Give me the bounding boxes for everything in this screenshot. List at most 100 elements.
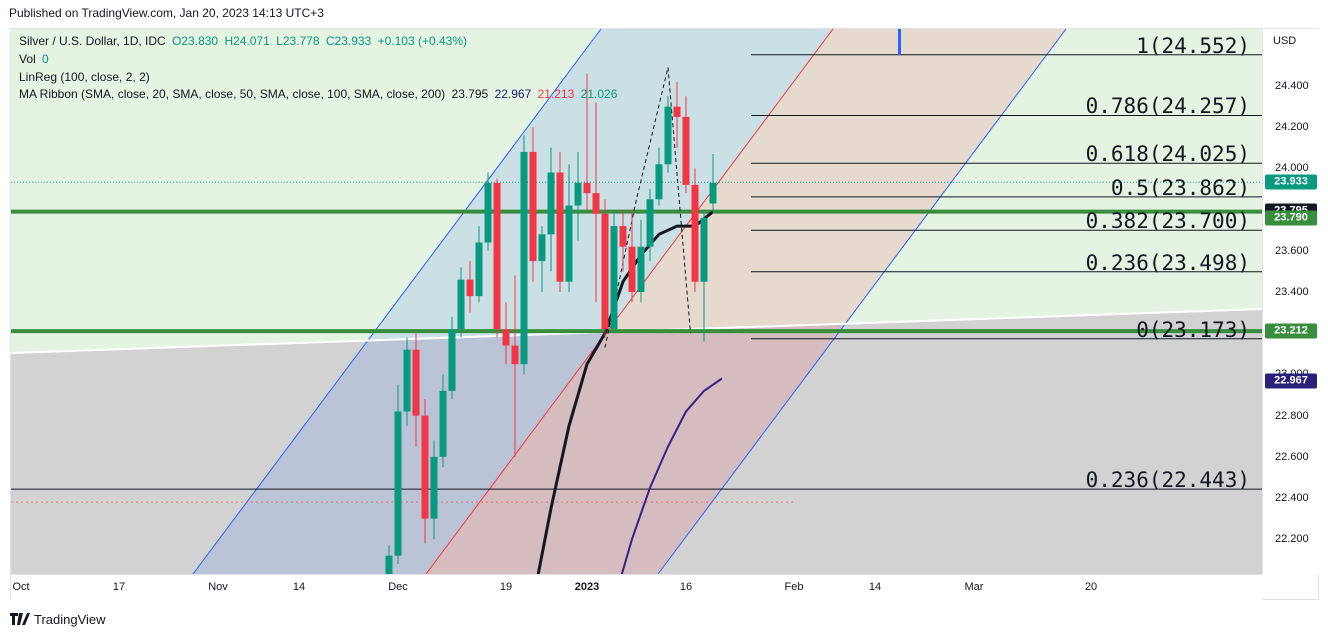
candle-body-19: [556, 172, 564, 282]
regression-mid-line: [425, 29, 834, 574]
candle-body-20: [565, 205, 573, 282]
legend-low: L23.778: [276, 34, 320, 48]
candle-body-26: [619, 226, 627, 247]
candle-body-13: [502, 329, 510, 346]
legend-symbol-row: Silver / U.S. Dollar, 1D, IDC O23.830 H2…: [19, 34, 467, 48]
legend-linreg-row[interactable]: LinReg (100, close, 2, 2): [19, 70, 150, 84]
time-tick-8: Feb: [784, 581, 804, 593]
time-axis[interactable]: Oct 17 Nov 14 Dec 19 2023 16 Feb 14 Mar 20: [11, 574, 1262, 600]
zigzag-line: [604, 67, 691, 348]
candle-body-32: [673, 106, 681, 117]
candle-body-4: [421, 415, 429, 519]
price-axis[interactable]: USD 24.40024.20024.00023.80023.60023.400…: [1262, 29, 1319, 574]
candle-body-35: [700, 217, 708, 282]
legend-ma-row[interactable]: MA Ribbon (SMA, close, 20, SMA, close, 5…: [19, 87, 617, 101]
footer: TradingView: [10, 610, 106, 628]
time-tick-11: 20: [1084, 581, 1098, 593]
candle-body-14: [511, 345, 519, 365]
legend-vol-label: Vol: [19, 52, 36, 66]
candle-body-12: [493, 182, 501, 330]
fib-label-3: 0.5(23.862): [1110, 175, 1250, 200]
candle-body-15: [520, 151, 528, 365]
chart-frame: Silver / U.S. Dollar, 1D, IDC O23.830 H2…: [10, 28, 1319, 600]
candle-body-34: [691, 184, 699, 282]
legend-ma-value-4: 21.026: [580, 87, 618, 101]
price-badge-4: 22.967: [1265, 373, 1317, 389]
regression-upper-line: [192, 29, 602, 574]
ma-50-line: [620, 377, 723, 574]
chart-plot-area[interactable]: Silver / U.S. Dollar, 1D, IDC O23.830 H2…: [11, 29, 1262, 574]
candle-body-21: [574, 182, 582, 206]
legend-vol-value: 0: [42, 52, 49, 66]
candle-body-30: [655, 164, 663, 200]
candle-body-16: [529, 151, 537, 262]
time-tick-0: Oct: [12, 581, 30, 593]
legend-ma-value-3: 21.213: [537, 87, 575, 101]
candle-body-31: [664, 106, 672, 165]
fib-label-6: 0(23.173): [1136, 317, 1250, 342]
fib-label-5: 0.236(23.498): [1085, 250, 1250, 275]
candle-body-23: [592, 193, 600, 214]
published-header: Published on TradingView.com, Jan 20, 20…: [9, 6, 324, 20]
price-badge-3: 23.212: [1265, 323, 1317, 339]
candle-body-27: [628, 246, 636, 292]
price-tick: 22.600: [1275, 450, 1309, 463]
currency-label: USD: [1273, 35, 1297, 47]
legend-close: C23.933: [325, 34, 372, 48]
legend-vol-row[interactable]: Vol 0: [19, 52, 49, 66]
time-tick-6: 2023: [574, 581, 600, 593]
candle-body-1: [394, 411, 402, 556]
price-badge-0: 23.933: [1265, 174, 1317, 190]
fib-label-1: 0.786(24.257): [1085, 94, 1250, 119]
time-tick-4: Dec: [388, 581, 408, 593]
legend-high: H24.071: [224, 34, 270, 48]
candle-body-25: [610, 226, 618, 330]
time-tick-3: 14: [292, 581, 306, 593]
time-tick-5: 19: [499, 581, 513, 593]
time-tick-7: 16: [679, 581, 693, 593]
price-tick: 22.200: [1275, 533, 1309, 546]
candle-body-8: [457, 279, 465, 330]
legend-ma-label: MA Ribbon (SMA, close, 20, SMA, close, 5…: [19, 87, 446, 101]
price-tick: 22.800: [1275, 409, 1309, 422]
regression-channel-lower: [426, 29, 1066, 574]
candle-body-36: [709, 182, 717, 204]
candle-body-18: [547, 172, 555, 235]
candle-body-29: [646, 199, 654, 247]
candle-body-11: [484, 182, 492, 243]
time-tick-1: 17: [112, 581, 126, 593]
candle-body-17: [538, 234, 546, 262]
price-tick: 23.600: [1275, 244, 1309, 257]
ma-20-line: [536, 210, 714, 574]
price-tick: 24.000: [1275, 162, 1309, 175]
legend-symbol[interactable]: Silver / U.S. Dollar, 1D, IDC: [19, 34, 166, 48]
candle-body-6: [439, 390, 447, 457]
fib-label-2: 0.618(24.025): [1085, 142, 1250, 167]
zone-lower-grey: [11, 310, 1262, 574]
candle-body-3: [412, 349, 420, 416]
fib-label-4: 0.382(23.700): [1085, 209, 1250, 234]
price-tick: 24.400: [1275, 80, 1309, 92]
event-marker: [898, 29, 901, 55]
price-tick: 24.200: [1275, 121, 1309, 134]
price-chart-svg[interactable]: [11, 29, 1262, 574]
price-tick: 23.400: [1275, 286, 1309, 298]
price-tick: 22.400: [1275, 492, 1309, 504]
time-tick-9: 14: [868, 581, 882, 593]
candle-body-33: [682, 116, 690, 185]
footer-brand: TradingView: [34, 611, 106, 627]
candle-body-28: [637, 246, 645, 292]
candle-body-7: [448, 329, 456, 391]
tradingview-logo-icon: [10, 613, 30, 625]
candle-body-22: [583, 182, 591, 194]
candle-body-5: [430, 456, 438, 519]
zone-upper-green: [11, 29, 1262, 354]
legend-ma-value-2: 22.967: [494, 87, 532, 101]
candle-body-24: [601, 213, 609, 330]
regression-channel-upper: [193, 29, 833, 574]
time-tick-2: Nov: [208, 581, 228, 593]
legend-ma-value-1: 23.795: [451, 87, 489, 101]
candle-body-9: [466, 279, 474, 297]
legend-linreg: LinReg (100, close, 2, 2): [19, 70, 150, 84]
time-tick-10: Mar: [964, 581, 984, 593]
